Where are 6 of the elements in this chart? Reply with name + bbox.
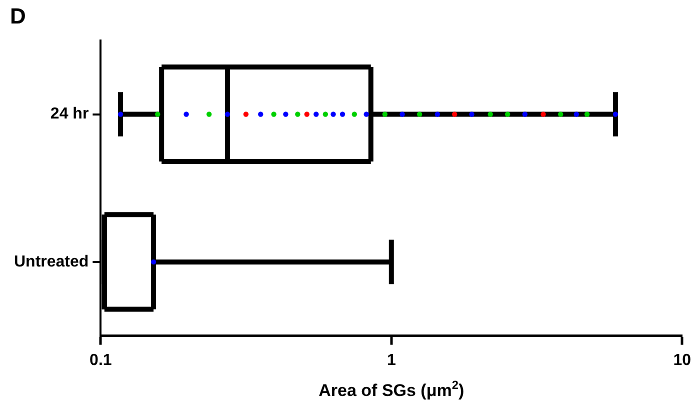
chart-title: D <box>10 3 26 28</box>
x-tick-label: 1 <box>386 352 396 369</box>
x-tick-label: 10 <box>673 352 692 369</box>
y-tick-label: 24 hr <box>50 106 89 123</box>
x-tick-label: 0.1 <box>90 352 112 369</box>
y-tick-label: Untreated <box>14 253 89 270</box>
